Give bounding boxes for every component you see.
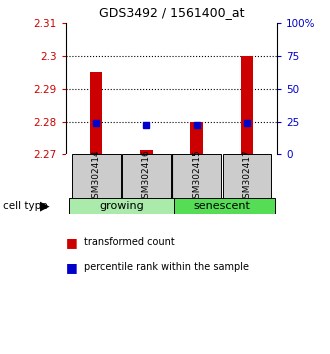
Text: GSM302414: GSM302414 xyxy=(92,149,101,204)
Bar xyxy=(69,198,174,214)
Title: GDS3492 / 1561400_at: GDS3492 / 1561400_at xyxy=(99,6,244,19)
Bar xyxy=(122,154,171,198)
Text: senescent: senescent xyxy=(193,201,250,211)
Text: GSM302417: GSM302417 xyxy=(243,149,251,204)
Text: ■: ■ xyxy=(66,236,78,249)
Text: GSM302416: GSM302416 xyxy=(142,149,151,204)
Bar xyxy=(140,150,153,154)
Bar xyxy=(90,72,102,154)
Text: transformed count: transformed count xyxy=(84,238,175,247)
Text: GSM302415: GSM302415 xyxy=(192,149,201,204)
Text: cell type: cell type xyxy=(3,201,48,211)
Bar xyxy=(190,121,203,154)
Text: ■: ■ xyxy=(66,261,78,274)
Bar xyxy=(223,154,271,198)
Text: ▶: ▶ xyxy=(40,200,50,213)
Bar xyxy=(174,198,275,214)
Bar xyxy=(172,154,221,198)
Bar xyxy=(241,56,253,154)
Text: growing: growing xyxy=(99,201,144,211)
Text: percentile rank within the sample: percentile rank within the sample xyxy=(84,262,249,272)
Bar xyxy=(72,154,120,198)
